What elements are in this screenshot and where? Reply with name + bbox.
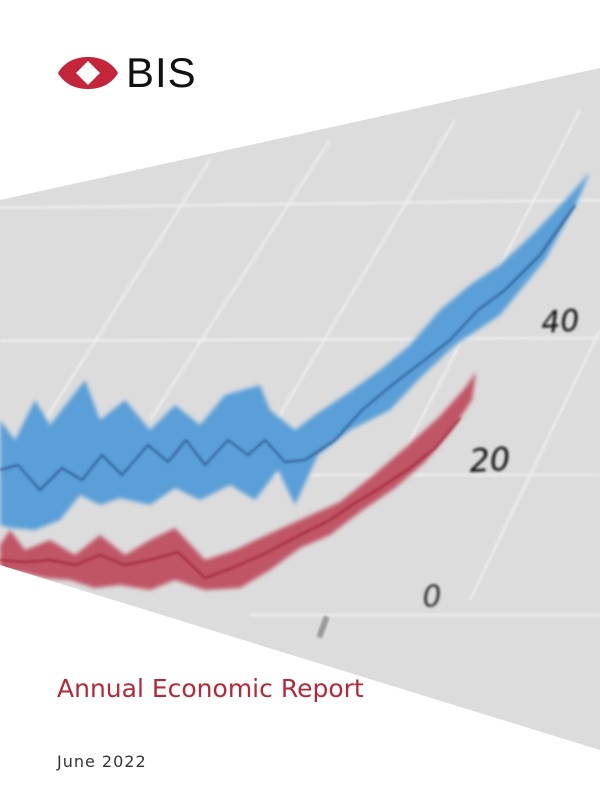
bis-logo-emblem-icon: [58, 57, 118, 89]
red-series-line: [0, 417, 461, 579]
bis-logo: BIS: [56, 52, 197, 94]
blue-series-line: [0, 204, 576, 491]
chart-tick-labels: 40 20 0: [422, 303, 581, 615]
chart-grid-lines: [0, 109, 600, 616]
report-title: Annual Economic Report: [57, 674, 364, 703]
axis-tick-mark: [316, 615, 330, 639]
report-date: June 2022: [57, 752, 147, 771]
tick-label-bottom: 0: [422, 579, 443, 615]
red-series-band: [0, 372, 476, 590]
tick-label-middle: 20: [468, 440, 511, 480]
bis-logo-text: BIS: [126, 49, 197, 96]
tick-label-top: 40: [540, 303, 581, 341]
blue-series-band: [0, 172, 590, 530]
